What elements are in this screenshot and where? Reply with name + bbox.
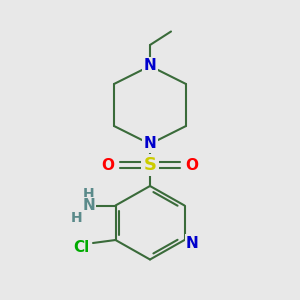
Text: N: N — [144, 58, 156, 74]
Text: O: O — [101, 158, 115, 172]
Text: S: S — [143, 156, 157, 174]
Text: N: N — [186, 236, 198, 250]
Text: N: N — [144, 136, 156, 152]
Text: H: H — [83, 187, 94, 200]
Text: Cl: Cl — [73, 240, 89, 255]
Text: H: H — [71, 211, 82, 224]
Text: O: O — [185, 158, 199, 172]
Text: N: N — [82, 198, 95, 213]
